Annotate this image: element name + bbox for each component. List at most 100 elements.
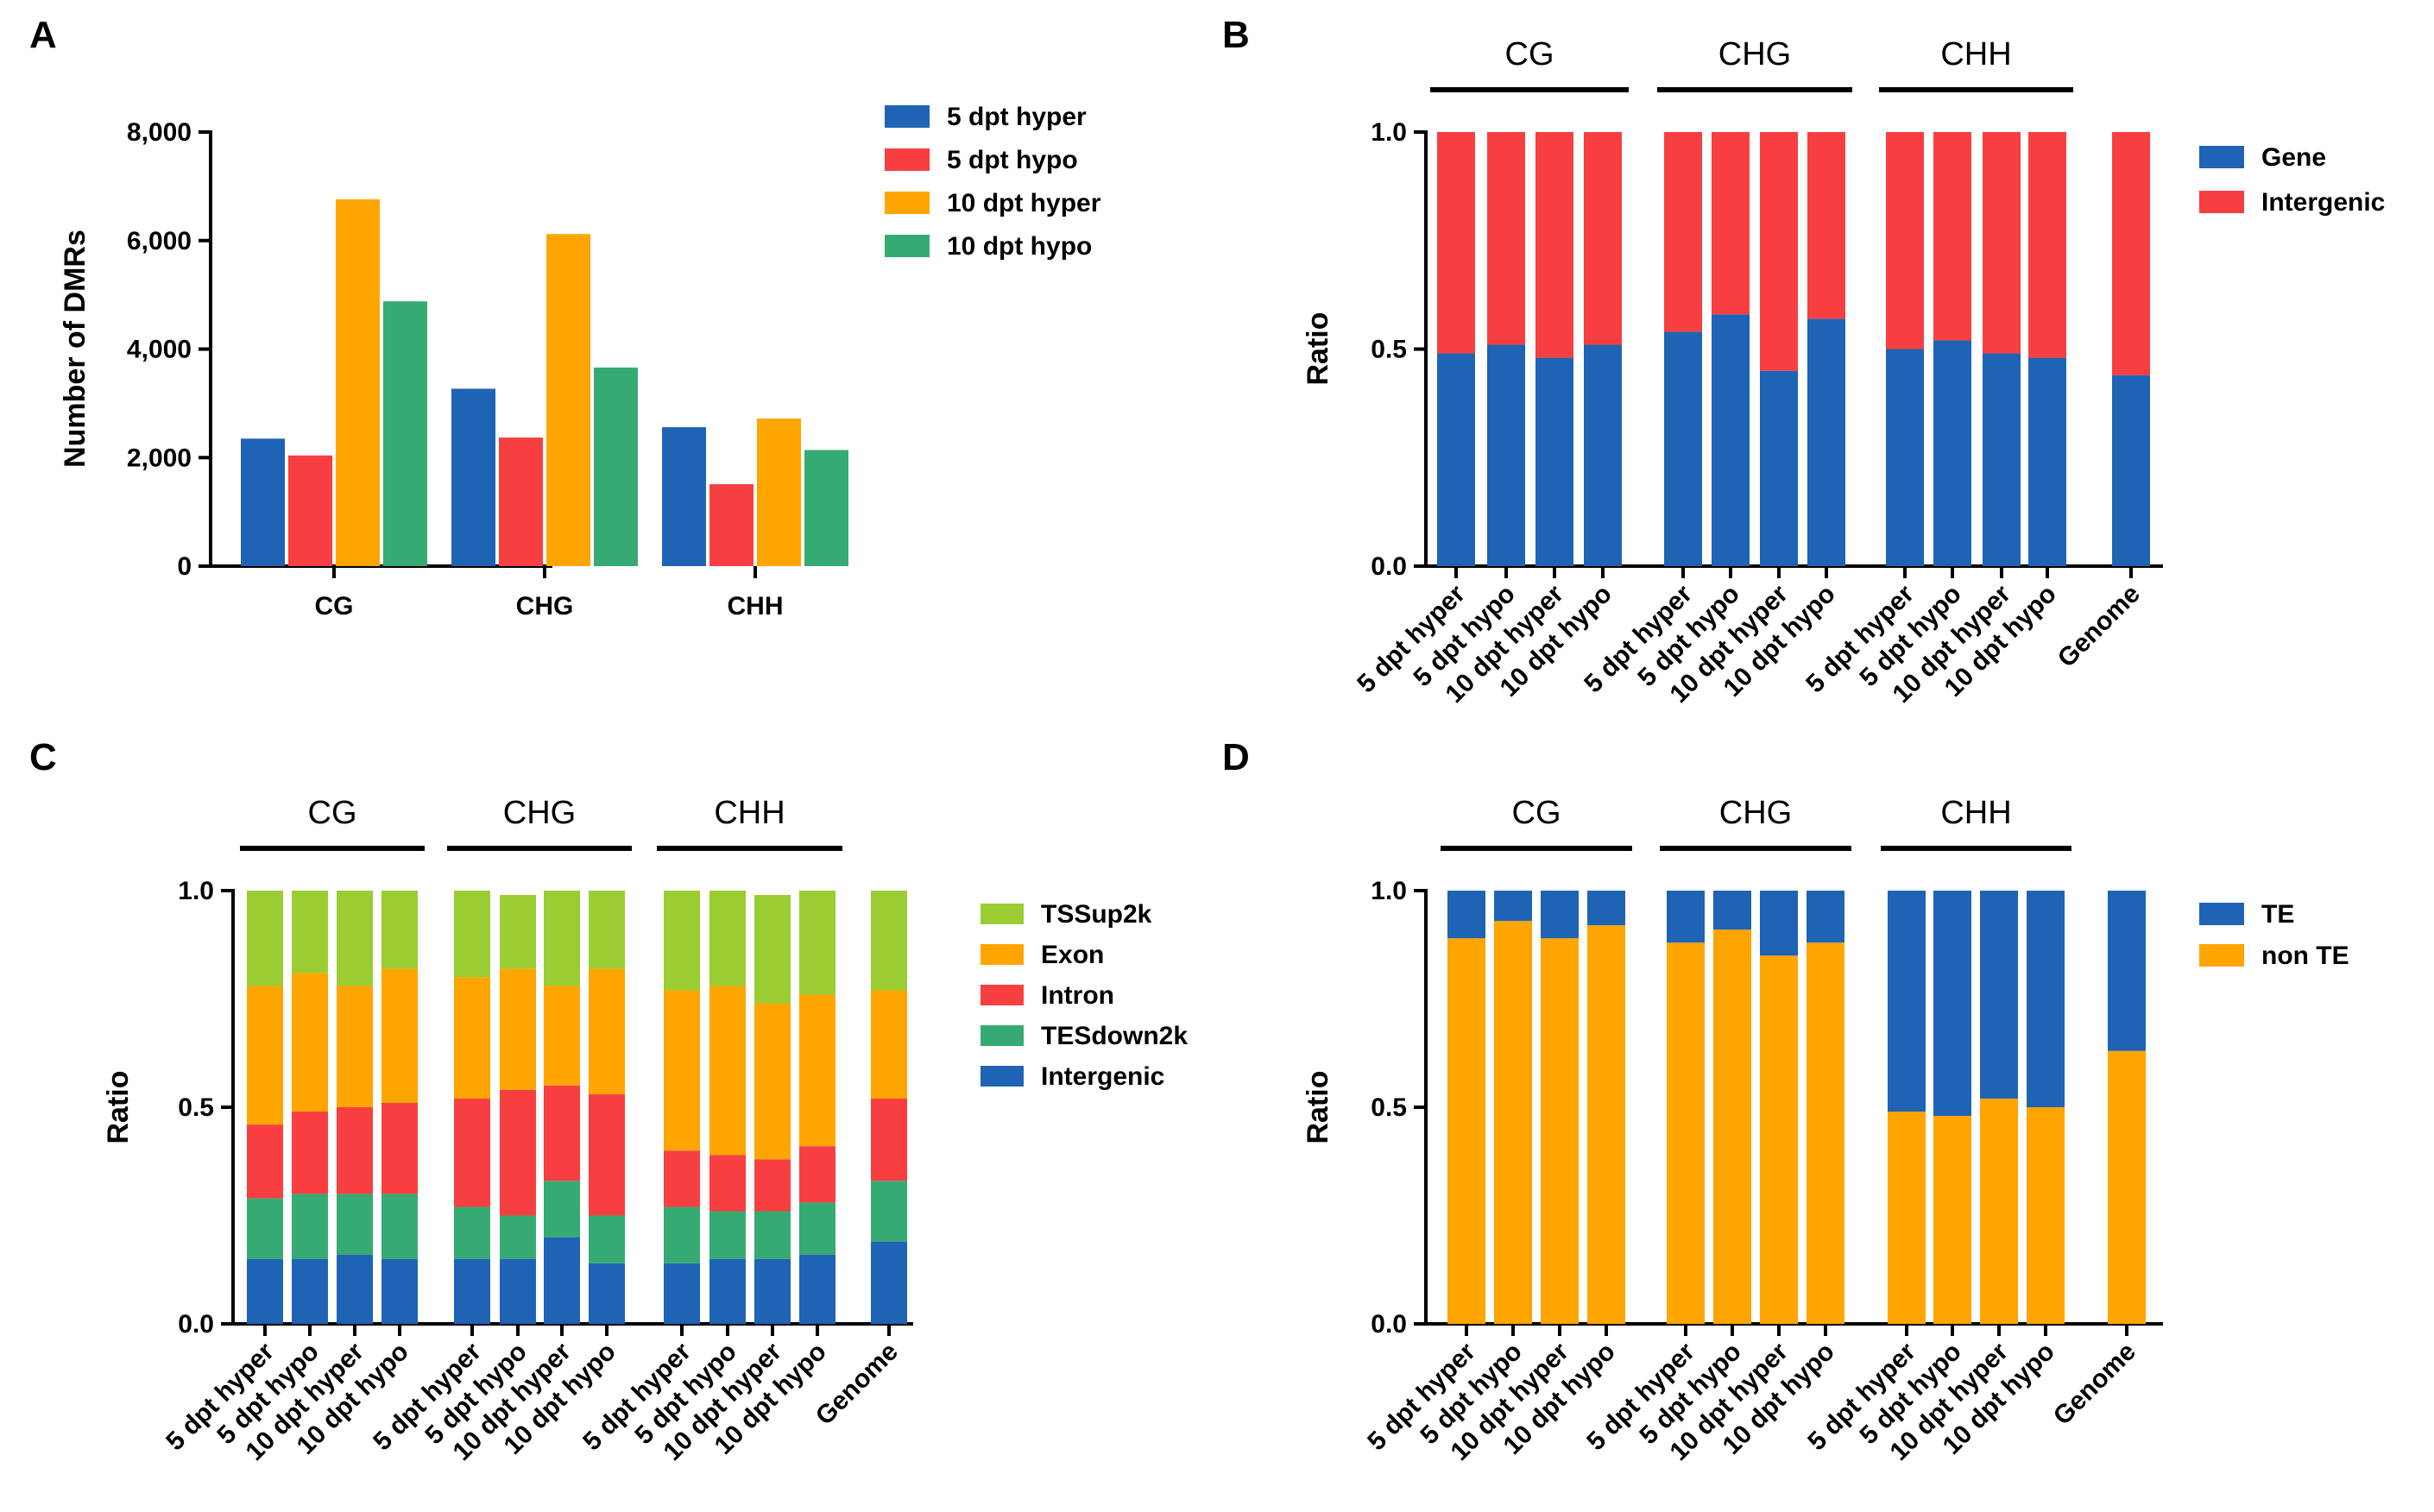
y-tick-label: 4,000: [127, 336, 192, 364]
bar-segment-intergenic: [247, 1258, 283, 1324]
bar-segment-non-te: [1494, 921, 1532, 1324]
y-tick-label: 0.0: [178, 1310, 214, 1339]
bar-segment-tssup2k: [247, 891, 283, 986]
bar-segment-tssup2k: [871, 891, 907, 991]
bar-segment-gene: [2112, 375, 2150, 566]
bar-segment-intergenic: [871, 1241, 907, 1324]
bar-segment-intergenic: [2028, 132, 2066, 358]
bar-segment-intergenic: [1437, 132, 1475, 354]
bar-segment-te: [2027, 891, 2065, 1107]
legend-swatch-10-dpt-hyper: [885, 192, 930, 214]
bar-chh-5-dpt-hyper: [662, 427, 706, 566]
bar-segment-exon: [799, 994, 836, 1147]
panel-letter: D: [1222, 736, 1250, 778]
bar-segment-tssup2k: [799, 891, 836, 995]
legend-label-gene: Gene: [2261, 143, 2326, 172]
y-tick-label: 6,000: [127, 227, 192, 255]
bar-segment-intergenic: [292, 1258, 328, 1324]
bar-segment-intergenic: [799, 1254, 836, 1324]
bar-segment-tssup2k: [454, 891, 490, 978]
bar-segment-tesdown2k: [709, 1211, 746, 1259]
bar-chg-5-dpt-hypo: [499, 437, 543, 566]
group-label-chh: CHH: [1940, 795, 2011, 831]
group-label-cg: CG: [308, 795, 357, 831]
bar-segment-intron: [292, 1112, 328, 1194]
bar-segment-tesdown2k: [871, 1181, 907, 1242]
bar-segment-intergenic: [589, 1263, 625, 1324]
group-label-cg: CG: [1512, 795, 1561, 831]
group-label-cg: CG: [1505, 36, 1554, 72]
legend-label-tesdown2k: TESdown2k: [1041, 1022, 1188, 1050]
bar-segment-gene: [1535, 357, 1573, 566]
bar-segment-gene: [1886, 349, 1924, 566]
bar-segment-non-te: [1888, 1112, 1926, 1324]
bar-segment-non-te: [1980, 1098, 2018, 1324]
bar-segment-te: [1980, 891, 2018, 1099]
y-tick-label: 1.0: [178, 877, 214, 905]
legend-label-5-dpt-hyper: 5 dpt hyper: [947, 103, 1087, 131]
legend-label-intergenic: Intergenic: [1041, 1062, 1164, 1091]
bar-segment-tesdown2k: [500, 1215, 536, 1259]
legend-swatch-intergenic: [2199, 191, 2244, 213]
bar-segment-te: [1713, 891, 1751, 930]
legend-label-tssup2k: TSSup2k: [1041, 900, 1152, 929]
bar-segment-non-te: [2027, 1107, 2065, 1324]
legend-label-exon: Exon: [1041, 941, 1104, 969]
bar-segment-tssup2k: [754, 895, 791, 1004]
bar-segment-intron: [337, 1107, 373, 1194]
bar-segment-tssup2k: [589, 891, 625, 969]
bar-segment-gene: [1807, 318, 1845, 566]
y-tick-label: 2,000: [127, 444, 192, 472]
bar-segment-non-te: [1807, 942, 1844, 1324]
group-label-chh: CHH: [714, 795, 785, 831]
bar-chg-10-dpt-hypo: [594, 367, 638, 566]
bar-segment-te: [1888, 891, 1926, 1112]
bar-segment-tesdown2k: [799, 1202, 836, 1255]
x-category-label: CG: [315, 592, 354, 621]
y-tick-label: 0.0: [1371, 1310, 1407, 1339]
bar-cg-10-dpt-hyper: [336, 198, 380, 566]
bar-segment-intergenic: [337, 1254, 373, 1324]
y-axis-title: Number of DMRs: [59, 230, 91, 468]
y-axis-title: Ratio: [1302, 312, 1334, 386]
bar-segment-intergenic: [1933, 132, 1971, 341]
bar-chh-10-dpt-hypo: [804, 450, 848, 566]
bar-segment-gene: [1760, 370, 1798, 566]
bar-segment-intergenic: [664, 1263, 700, 1324]
bar-segment-exon: [500, 968, 536, 1090]
bar-segment-te: [1667, 891, 1705, 943]
bar-segment-non-te: [2108, 1050, 2146, 1324]
bar-segment-intergenic: [381, 1258, 418, 1324]
legend-label-10-dpt-hyper: 10 dpt hyper: [947, 189, 1101, 217]
bar-segment-exon: [664, 990, 700, 1151]
legend-swatch-5-dpt-hypo: [885, 148, 930, 171]
bar-segment-te: [1541, 891, 1579, 939]
bar-segment-tssup2k: [381, 891, 418, 969]
legend-swatch-tesdown2k: [981, 1025, 1024, 1046]
bar-segment-intron: [709, 1155, 746, 1212]
legend-swatch-tssup2k: [981, 904, 1024, 924]
bar-segment-intron: [664, 1150, 700, 1207]
legend-label-non-te: non TE: [2261, 942, 2349, 970]
bar-segment-non-te: [1713, 929, 1751, 1324]
legend-swatch-gene: [2199, 146, 2244, 168]
panel-letter: B: [1222, 14, 1250, 56]
bar-segment-exon: [247, 986, 283, 1125]
bar-segment-intron: [500, 1089, 536, 1216]
group-label-chg: CHG: [503, 795, 576, 831]
bar-segment-non-te: [1760, 955, 1798, 1324]
bar-segment-exon: [381, 968, 418, 1103]
bar-segment-te: [1807, 891, 1844, 943]
y-tick-label: 0.5: [1371, 336, 1407, 364]
bar-segment-gene: [2028, 357, 2066, 566]
bar-segment-intron: [247, 1125, 283, 1199]
panel-letter: A: [29, 14, 57, 56]
bar-segment-gene: [1487, 344, 1525, 566]
bar-segment-tssup2k: [500, 895, 536, 969]
bar-segment-intergenic: [1886, 132, 1924, 350]
y-tick-label: 0.0: [1371, 552, 1407, 581]
bar-segment-intergenic: [1712, 132, 1750, 315]
bar-segment-te: [1587, 891, 1625, 926]
